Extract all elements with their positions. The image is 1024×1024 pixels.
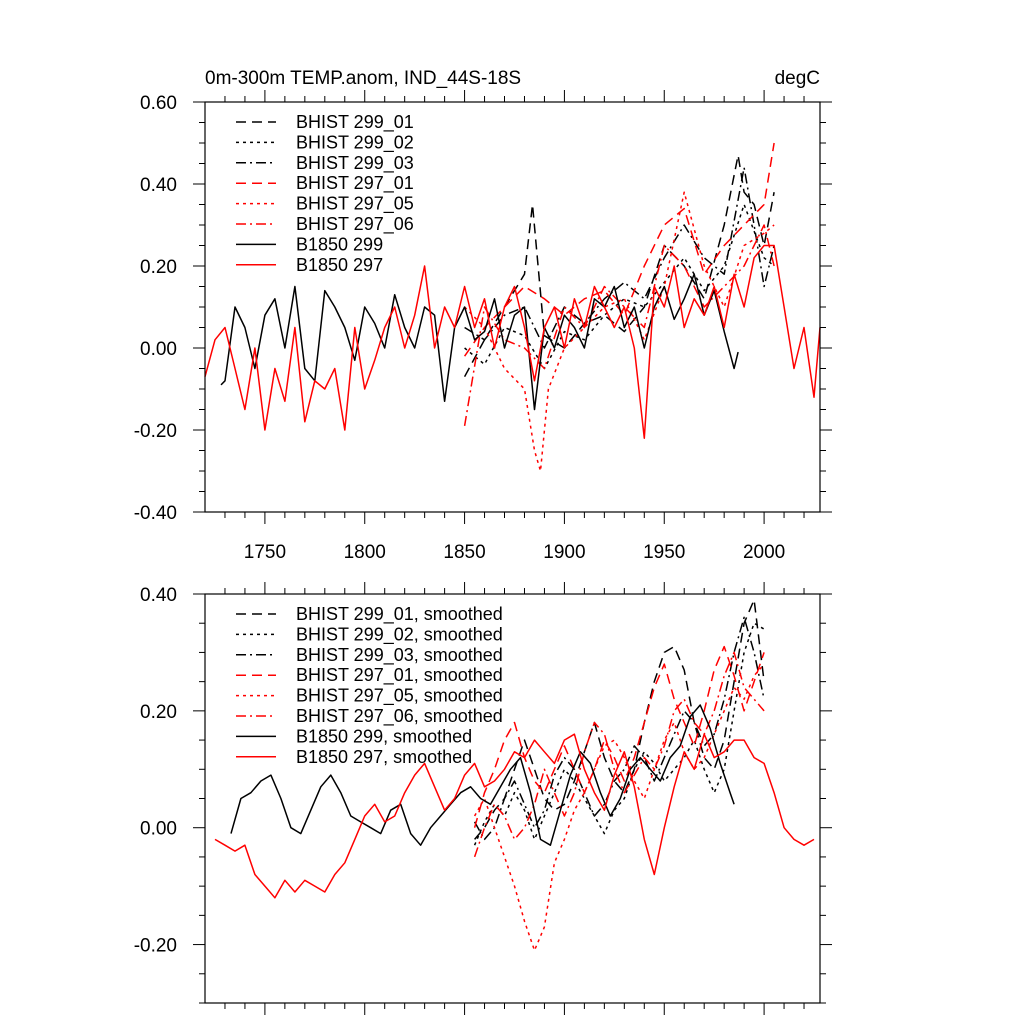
- y-tick-label: -0.20: [134, 936, 177, 957]
- y-tick-label: -0.20: [134, 421, 177, 442]
- y-tick-label: 0.20: [140, 257, 177, 278]
- series-line-5: [463, 224, 775, 427]
- y-tick-label: 0.40: [140, 585, 177, 606]
- series-line-1: [473, 622, 765, 846]
- series-line-3: [463, 142, 775, 357]
- legend-label-5: BHIST 297_06, smoothed: [296, 706, 503, 727]
- series-line-5: [473, 651, 765, 858]
- legend-label-3: BHIST 297_01: [296, 173, 414, 194]
- top-panel: 0m-300m TEMP.anom, IND_44S-18S degC 1750…: [134, 68, 832, 563]
- y-tick-label: -0.40: [134, 503, 177, 524]
- series-line-7: [214, 733, 815, 899]
- legend-label-3: BHIST 297_01, smoothed: [296, 665, 503, 686]
- top-panel-title: 0m-300m TEMP.anom, IND_44S-18S: [205, 68, 521, 89]
- y-tick-label: 0.20: [140, 702, 177, 723]
- legend-label-0: BHIST 299_01, smoothed: [296, 604, 503, 625]
- series-line-0: [474, 599, 765, 840]
- y-tick-label: 0.40: [140, 175, 177, 196]
- legend-label-0: BHIST 299_01: [296, 112, 414, 133]
- series-line-2: [464, 166, 775, 349]
- legend-label-5: BHIST 297_06: [296, 214, 414, 235]
- x-tick-label: 1850: [443, 542, 485, 563]
- legend-label-2: BHIST 299_03, smoothed: [296, 645, 503, 666]
- x-tick-label: 1800: [344, 542, 386, 563]
- series-line-6: [230, 704, 735, 846]
- series-line-6: [220, 273, 739, 411]
- legend-label-4: BHIST 297_05, smoothed: [296, 686, 503, 707]
- legend-label-1: BHIST 299_02: [296, 132, 414, 153]
- top-panel-units: degC: [775, 68, 820, 89]
- y-tick-label: 0.60: [140, 93, 177, 114]
- series-line-2: [473, 616, 765, 841]
- x-tick-label: 1950: [643, 542, 685, 563]
- series-line-4: [464, 191, 775, 472]
- legend-label-1: BHIST 299_02, smoothed: [296, 624, 503, 645]
- legend-label-6: B1850 299, smoothed: [296, 726, 472, 746]
- legend-label-6: B1850 299: [296, 234, 383, 254]
- x-tick-label: 2000: [743, 542, 785, 563]
- legend-label-7: B1850 297, smoothed: [296, 747, 472, 767]
- y-tick-label: 0.00: [140, 819, 177, 840]
- series-line-4: [473, 663, 765, 952]
- legend-label-2: BHIST 299_03: [296, 153, 414, 174]
- x-tick-label: 1750: [244, 542, 286, 563]
- series-line-7: [204, 244, 821, 439]
- legend-label-7: B1850 297: [296, 255, 383, 275]
- x-tick-label: 1900: [543, 542, 585, 563]
- y-tick-label: 0.00: [140, 339, 177, 360]
- legend-label-4: BHIST 297_05: [296, 194, 414, 215]
